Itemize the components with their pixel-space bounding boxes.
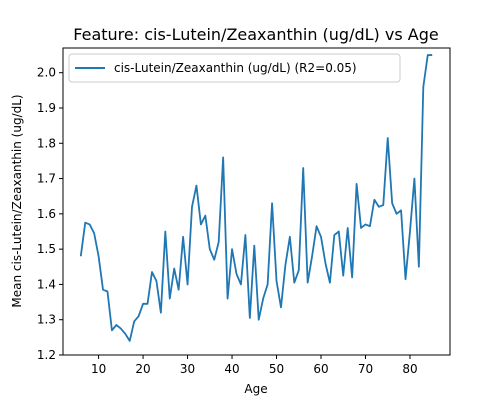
x-tick-label: 30 bbox=[180, 362, 195, 376]
x-tick-label: 80 bbox=[402, 362, 417, 376]
y-tick-label: 1.8 bbox=[37, 136, 56, 150]
y-tick-label: 1.2 bbox=[37, 348, 56, 362]
y-tick-label: 2.0 bbox=[37, 66, 56, 80]
chart-title: Feature: cis-Lutein/Zeaxanthin (ug/dL) v… bbox=[73, 25, 438, 44]
y-tick-label: 1.7 bbox=[37, 172, 56, 186]
y-tick-label: 1.9 bbox=[37, 101, 56, 115]
x-tick-label: 50 bbox=[269, 362, 284, 376]
series-line-0 bbox=[79, 54, 433, 342]
y-tick-label: 1.4 bbox=[37, 277, 56, 291]
y-axis-label: Mean cis-Lutein/Zeaxanthin (ug/dL) bbox=[10, 94, 24, 307]
x-tick-label: 10 bbox=[91, 362, 106, 376]
legend-box bbox=[68, 53, 401, 83]
x-axis-label: Age bbox=[244, 382, 267, 396]
plot-frame bbox=[62, 47, 451, 356]
x-tick-label: 70 bbox=[358, 362, 373, 376]
x-tick-label: 40 bbox=[224, 362, 239, 376]
y-tick-label: 1.3 bbox=[37, 313, 56, 327]
x-tick-label: 20 bbox=[135, 362, 150, 376]
y-tick-label: 1.5 bbox=[37, 242, 56, 256]
y-tick-label: 1.6 bbox=[37, 207, 56, 221]
legend: cis-Lutein/Zeaxanthin (ug/dL) (R2=0.05) bbox=[68, 53, 401, 83]
x-tick-label: 60 bbox=[313, 362, 328, 376]
legend-label: cis-Lutein/Zeaxanthin (ug/dL) (R2=0.05) bbox=[114, 61, 357, 75]
